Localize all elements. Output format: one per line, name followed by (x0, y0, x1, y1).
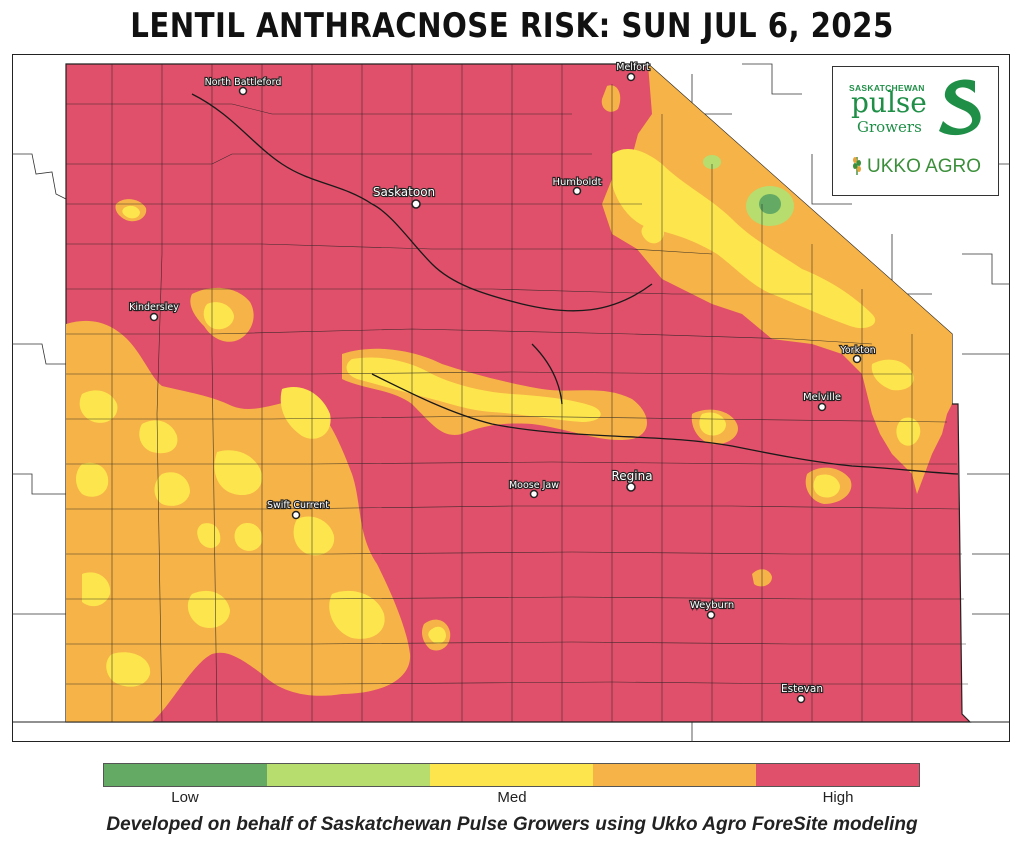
region-medium (76, 149, 921, 687)
city-swift-current: Swift Current (266, 499, 330, 520)
legend-label-med: Med (497, 789, 527, 806)
city-markers: North Battleford Melfort Saskatoon Humbo… (128, 61, 877, 704)
city-weyburn: Weyburn (689, 599, 735, 620)
city-label-moose-jaw: Moose Jaw (509, 480, 559, 491)
legend-swatch-high (756, 764, 919, 786)
spg-logo-growers-text: Growers (857, 118, 922, 136)
city-estevan: Estevan (780, 682, 824, 704)
legend-swatch-medium (430, 764, 593, 786)
legend-swatch-low-medium (267, 764, 430, 786)
city-label-weyburn: Weyburn (690, 600, 734, 611)
city-saskatoon: Saskatoon (372, 184, 436, 209)
city-moose-jaw: Moose Jaw (508, 479, 560, 499)
page-title: LENTIL ANTHRACNOSE RISK: SUN JUL 6, 2025 (130, 6, 894, 46)
city-melville: Melville (802, 391, 842, 412)
city-north-battleford: North Battleford (204, 76, 282, 96)
city-humboldt: Humboldt (551, 176, 603, 196)
ukko-agro-logo: UKKO AGRO (851, 155, 981, 178)
ukko-agro-text: UKKO AGRO (867, 156, 982, 177)
spg-s-logo-icon (939, 79, 981, 136)
city-yorkton: Yorkton (838, 344, 877, 364)
wheat-icon (853, 157, 861, 175)
city-label-melville: Melville (803, 392, 841, 403)
city-label-regina: Regina (611, 469, 652, 483)
legend-label-high: High (822, 789, 854, 806)
outside-boundaries (12, 63, 1010, 742)
region-low (703, 155, 794, 226)
municipal-boundaries (66, 64, 968, 723)
rivers (191, 93, 959, 475)
city-label-north-battleford: North Battleford (205, 77, 282, 88)
spg-logo-pulse-text: pulse (851, 86, 927, 119)
city-label-saskatoon: Saskatoon (373, 185, 435, 199)
footer-credit: Developed on behalf of Saskatchewan Puls… (106, 814, 918, 835)
map-frame (12, 54, 1010, 742)
legend-swatch-medium-high (593, 764, 756, 786)
city-label-swift-current: Swift Current (267, 500, 329, 511)
city-label-kindersley: Kindersley (129, 302, 179, 313)
sponsor-logos: SASKATCHEWAN pulse Growers UKKO AGRO (832, 66, 999, 196)
city-melfort: Melfort (615, 61, 651, 82)
city-label-yorkton: Yorkton (839, 345, 875, 356)
spg-logo-top-text: SASKATCHEWAN (849, 83, 925, 93)
city-label-melfort: Melfort (616, 62, 650, 73)
legend-swatch-low (104, 764, 267, 786)
risk-legend-bar (103, 763, 920, 787)
city-label-humboldt: Humboldt (552, 177, 601, 188)
city-label-estevan: Estevan (781, 683, 823, 695)
legend-label-low: Low (171, 789, 199, 806)
city-kindersley: Kindersley (128, 301, 180, 322)
city-regina: Regina (610, 468, 654, 492)
